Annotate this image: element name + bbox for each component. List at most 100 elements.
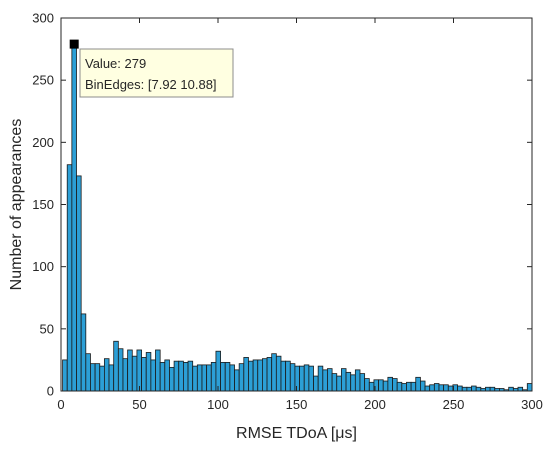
x-tick-label: 150 — [286, 397, 308, 412]
histogram-bar[interactable] — [66, 164, 73, 392]
histogram-bar[interactable] — [178, 360, 184, 392]
histogram-bar[interactable] — [364, 378, 370, 392]
histogram-bar[interactable] — [76, 175, 82, 392]
histogram-bar[interactable] — [368, 381, 375, 392]
histogram-bar[interactable] — [99, 365, 105, 392]
histogram-bar[interactable] — [261, 358, 268, 392]
histogram-bar[interactable] — [485, 386, 491, 392]
histogram-bar[interactable] — [294, 365, 300, 392]
histogram-bar[interactable] — [131, 355, 138, 392]
histogram-bar[interactable] — [354, 369, 361, 392]
datatip[interactable]: Value: 279 BinEdges: [7.92 10.88] — [69, 39, 234, 98]
histogram-bar[interactable] — [127, 349, 133, 392]
histogram-bar[interactable] — [164, 359, 170, 392]
histogram-bar[interactable] — [182, 361, 189, 392]
histogram-bar[interactable] — [271, 353, 277, 392]
histogram-bar[interactable] — [322, 369, 328, 392]
histogram-bar[interactable] — [378, 379, 384, 392]
histogram-bar[interactable] — [313, 375, 319, 392]
histogram-bar[interactable] — [80, 313, 87, 392]
histogram-bar[interactable] — [206, 364, 212, 392]
y-tick-label: 150 — [32, 197, 54, 212]
histogram-bar[interactable] — [238, 363, 245, 392]
histogram-bar[interactable] — [466, 386, 472, 392]
histogram-bar[interactable] — [243, 357, 249, 392]
histogram-bar[interactable] — [438, 384, 445, 392]
histogram-bar[interactable] — [150, 359, 156, 392]
histogram-bar[interactable] — [457, 385, 463, 392]
histogram-bar[interactable] — [443, 384, 449, 392]
histogram-bar[interactable] — [113, 340, 119, 392]
histogram-bar[interactable] — [336, 375, 342, 392]
histogram-bar[interactable] — [257, 359, 263, 392]
histogram-bar[interactable] — [415, 376, 421, 392]
histogram-bar[interactable] — [461, 386, 468, 392]
histogram-bar[interactable] — [517, 386, 524, 392]
histogram-bar[interactable] — [489, 386, 496, 392]
histogram-bar[interactable] — [201, 364, 208, 392]
histogram-bar[interactable] — [215, 350, 221, 392]
histogram-bar[interactable] — [155, 349, 161, 392]
histogram-bar[interactable] — [266, 357, 273, 392]
histogram-bar[interactable] — [350, 374, 356, 392]
histogram-bar[interactable] — [299, 365, 305, 392]
histogram-bar[interactable] — [141, 357, 147, 392]
histogram-bar[interactable] — [471, 385, 477, 392]
histogram-bar[interactable] — [447, 385, 454, 392]
histogram-bar[interactable] — [229, 364, 235, 392]
histogram-bar[interactable] — [285, 360, 291, 392]
histogram-bar[interactable] — [289, 363, 296, 392]
histogram-bar[interactable] — [103, 358, 110, 392]
histogram-bar[interactable] — [159, 361, 166, 392]
histogram-bar[interactable] — [410, 381, 417, 392]
histogram-bar[interactable] — [108, 364, 115, 392]
histogram-bar[interactable] — [475, 386, 482, 392]
histogram-bar[interactable] — [303, 364, 310, 392]
histogram-bar[interactable] — [196, 364, 203, 392]
histogram-bar[interactable] — [419, 380, 426, 392]
histogram-bar[interactable] — [401, 383, 407, 392]
histogram-bar[interactable] — [94, 363, 101, 392]
histogram-bar[interactable] — [433, 383, 440, 392]
y-ticks: 0 50 100 150 200 250 300 — [32, 11, 532, 399]
histogram-bar[interactable] — [192, 365, 198, 392]
histogram-bar[interactable] — [345, 371, 352, 392]
y-tick-label: 0 — [47, 384, 54, 399]
histogram-bar[interactable] — [169, 366, 175, 392]
histogram-bar[interactable] — [136, 349, 142, 392]
histogram-bar[interactable] — [382, 380, 389, 392]
histogram-bar[interactable] — [173, 360, 180, 392]
histogram-bar[interactable] — [396, 381, 403, 392]
histogram-bar[interactable] — [526, 383, 533, 392]
histogram-bar[interactable] — [224, 361, 231, 392]
histogram-bar[interactable] — [122, 358, 129, 392]
histogram-bar[interactable] — [252, 359, 259, 392]
histogram-bar[interactable] — [187, 360, 194, 392]
histogram-bar[interactable] — [429, 384, 435, 392]
histogram-bar[interactable] — [234, 369, 240, 392]
datatip-marker[interactable] — [69, 39, 79, 49]
histogram-bar[interactable] — [387, 376, 393, 392]
histogram-bar[interactable] — [327, 368, 333, 392]
histogram-bar[interactable] — [508, 386, 514, 392]
histogram-bar[interactable] — [406, 381, 412, 392]
histogram-bar[interactable] — [280, 360, 287, 392]
histogram-bar[interactable] — [117, 348, 124, 392]
histogram-bar[interactable] — [317, 365, 324, 392]
histogram-bar[interactable] — [275, 355, 282, 392]
histogram-bar[interactable] — [220, 361, 226, 392]
histogram-bar[interactable] — [90, 363, 96, 392]
histogram-bar[interactable] — [340, 368, 347, 392]
histogram-bar[interactable] — [210, 361, 217, 392]
y-tick-label: 200 — [32, 135, 54, 150]
histogram-bar[interactable] — [248, 360, 254, 392]
histogram-bar[interactable] — [392, 378, 398, 392]
histogram-bar[interactable] — [62, 359, 68, 392]
histogram-bar[interactable] — [331, 373, 338, 392]
histogram-bar[interactable] — [145, 352, 152, 392]
histogram-bar[interactable] — [424, 385, 431, 392]
histogram-bar[interactable] — [359, 373, 366, 392]
histogram-bar[interactable] — [85, 353, 91, 392]
histogram-bar[interactable] — [308, 365, 314, 392]
histogram-bar[interactable] — [71, 43, 77, 392]
